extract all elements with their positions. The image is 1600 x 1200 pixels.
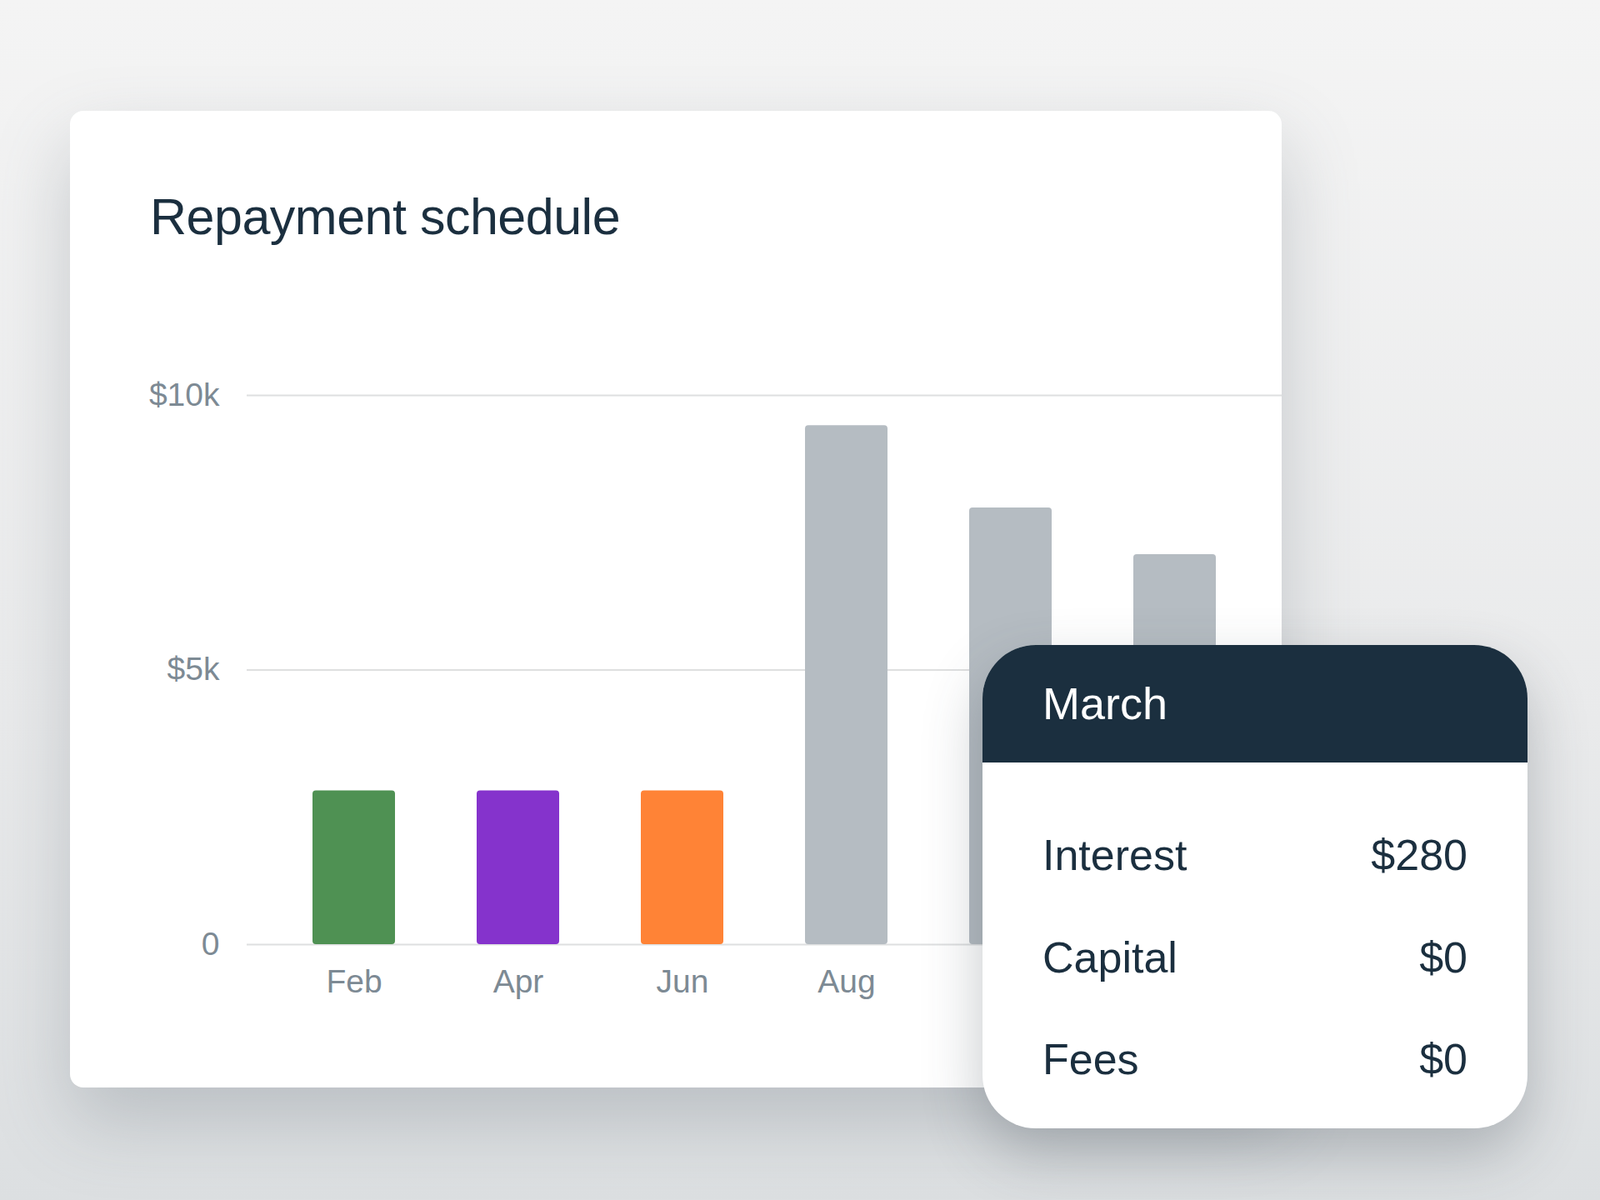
svg-text:0: 0 (201, 925, 220, 962)
html-text:Fees: Fees (1042, 1035, 1139, 1084)
html-text:Repayment schedule: Repayment schedule (150, 188, 621, 245)
svg-text:Aug: Aug (817, 963, 875, 1000)
svg-text:$5k: $5k (167, 650, 220, 687)
html-text:$280: $280 (1371, 830, 1468, 880)
svg-text:Feb: Feb (325, 963, 382, 1000)
svg-text:Apr: Apr (493, 963, 545, 1000)
svg-text:$10k: $10k (149, 376, 220, 413)
html-text:March: March (1042, 678, 1168, 729)
html-text:Interest: Interest (1042, 830, 1187, 880)
html-text:$0: $0 (1419, 933, 1468, 982)
html-text:Capital: Capital (1042, 933, 1178, 982)
html-text:$0: $0 (1419, 1035, 1468, 1084)
svg-text:Jun: Jun (656, 963, 710, 1000)
